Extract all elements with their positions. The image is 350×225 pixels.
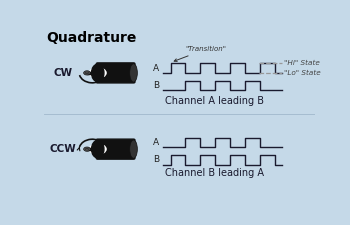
Text: A: A — [153, 138, 159, 147]
Circle shape — [84, 147, 90, 151]
Text: Channel A leading B: Channel A leading B — [165, 96, 264, 106]
FancyBboxPatch shape — [87, 148, 98, 150]
Text: B: B — [153, 81, 159, 90]
Circle shape — [86, 149, 88, 150]
Text: Quadrature: Quadrature — [47, 31, 137, 45]
Circle shape — [86, 72, 88, 73]
Ellipse shape — [130, 140, 137, 158]
Ellipse shape — [93, 140, 102, 158]
Text: "Transition": "Transition" — [174, 46, 226, 61]
Circle shape — [89, 67, 107, 79]
Text: Channel B leading A: Channel B leading A — [165, 168, 264, 178]
Circle shape — [89, 143, 107, 155]
Text: B: B — [153, 155, 159, 164]
Ellipse shape — [130, 64, 137, 82]
FancyBboxPatch shape — [96, 139, 135, 159]
Text: "Hi" State: "Hi" State — [284, 60, 320, 66]
Text: CW: CW — [53, 68, 72, 78]
Ellipse shape — [91, 64, 104, 82]
Ellipse shape — [91, 140, 104, 158]
Text: "Lo" State: "Lo" State — [284, 70, 321, 76]
FancyBboxPatch shape — [96, 63, 135, 83]
Ellipse shape — [93, 64, 102, 82]
Text: A: A — [153, 64, 159, 73]
Circle shape — [85, 72, 89, 74]
Text: CCW: CCW — [49, 144, 76, 154]
FancyBboxPatch shape — [87, 72, 98, 74]
Circle shape — [84, 71, 90, 75]
Circle shape — [85, 148, 89, 150]
